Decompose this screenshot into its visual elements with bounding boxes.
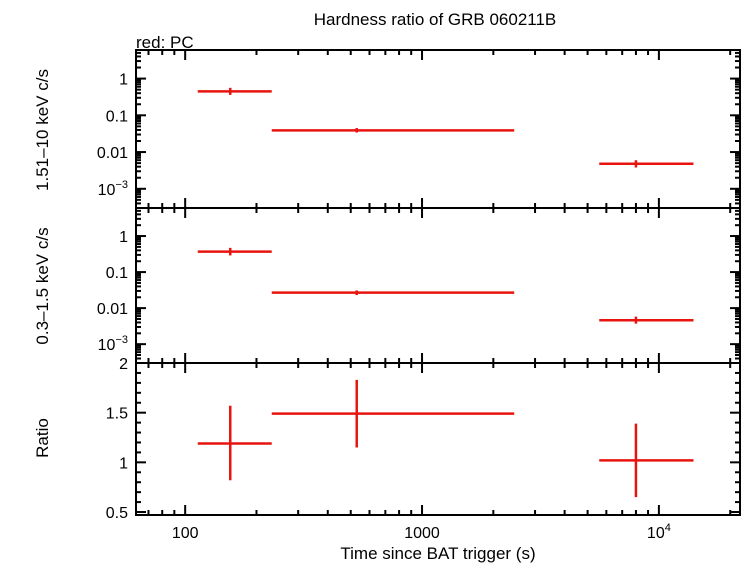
panel-hard-point-2 (271, 128, 515, 133)
panel-ratio-point-2 (271, 379, 515, 448)
panel-soft-ytick-label: 0.1 (106, 265, 128, 282)
panel-soft-point-3 (599, 316, 694, 324)
panel-ratio-ytick-label: 1.5 (106, 406, 128, 423)
legend-note: red: PC (136, 33, 194, 52)
panel-hard-point-1 (197, 87, 272, 95)
panel-hard-ylabel: 1.51–10 keV c/s (33, 69, 52, 191)
panel-soft-ytick-label: 0.01 (97, 301, 128, 318)
panel-hard-ytick-label: 0.1 (106, 108, 128, 125)
panel-hard-point-3 (599, 160, 694, 168)
panel-soft-point-2 (271, 290, 515, 296)
panel-ratio-ytick-label: 1 (119, 455, 128, 472)
x-axis-label: Time since BAT trigger (s) (340, 544, 535, 563)
panel-hard-frame (135, 49, 741, 209)
panel-ratio-point-1 (197, 405, 272, 481)
x-tick-label: 100 (172, 525, 199, 542)
panel-soft-point-1 (197, 247, 272, 256)
panel-hard-ytick-label: 1 (119, 72, 128, 89)
panel-soft-ytick-label: 10−3 (98, 334, 128, 354)
chart-title: Hardness ratio of GRB 060211B (314, 10, 557, 29)
panel-soft-frame (135, 207, 741, 364)
plot-layer: 1 0.1 0.01 10−3 1 0.1 0.01 10−3 2 1.5 1 0.5 100 1000 1… (97, 49, 741, 542)
panel-ratio-frame (135, 362, 741, 516)
panel-ratio-ytick-label: 0.5 (106, 505, 128, 522)
panel-ratio-ylabel: Ratio (33, 418, 52, 458)
x-tick-label: 1000 (404, 525, 440, 542)
panel-ratio-ytick-label: 2 (119, 356, 128, 373)
panel-soft-ylabel: 0.3–1.5 keV c/s (33, 227, 52, 344)
panel-hard-ytick-label: 10−3 (98, 179, 128, 199)
x-tick-label: 104 (647, 522, 671, 542)
panel-ratio-point-3 (599, 423, 694, 498)
panel-soft-ytick-label: 1 (119, 229, 128, 246)
panel-hard-ytick-label: 0.01 (97, 145, 128, 162)
